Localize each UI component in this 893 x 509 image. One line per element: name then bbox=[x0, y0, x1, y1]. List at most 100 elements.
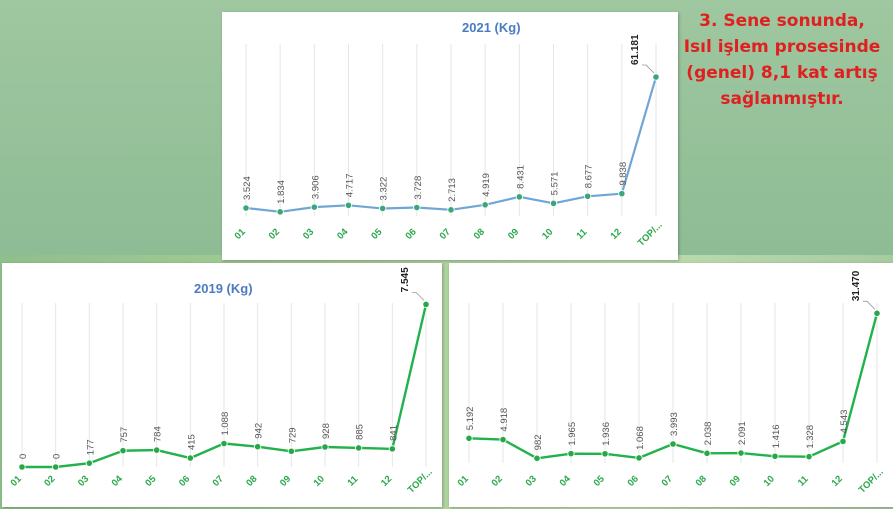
x-tick-label: 07 bbox=[660, 474, 675, 489]
data-point bbox=[567, 450, 575, 458]
data-label: 0 bbox=[52, 454, 63, 459]
line-chart-2019: 001002177037570478405415061.088079420872… bbox=[9, 267, 435, 496]
data-label: 885 bbox=[355, 424, 366, 440]
headline-line-2: Isıl işlem prosesinde bbox=[683, 37, 881, 57]
line-chart-third: 5.192 01 4.918 02 982 03 1.965 04 1.936 05 1.068 06… bbox=[456, 270, 886, 496]
x-tick-label: 09 bbox=[728, 474, 743, 489]
data-label: 3.906 bbox=[310, 175, 321, 199]
x-tick-label: 10 bbox=[540, 227, 555, 242]
data-label: 5.192 bbox=[465, 407, 476, 431]
data-point bbox=[515, 193, 523, 201]
data-point bbox=[413, 203, 421, 212]
x-tick-label: 03 bbox=[301, 227, 316, 242]
data-label: 2.713 bbox=[447, 178, 458, 202]
x-tick-label: 07 bbox=[438, 227, 453, 242]
data-point bbox=[52, 463, 60, 471]
x-tick-label: 04 bbox=[558, 473, 574, 489]
leader-line bbox=[642, 64, 655, 74]
data-point bbox=[447, 206, 455, 214]
data-point bbox=[186, 454, 194, 462]
data-point bbox=[119, 447, 127, 455]
chart-title-2021: 2021 (Kg) bbox=[462, 20, 521, 35]
x-tick-label: 07 bbox=[211, 474, 226, 489]
data-point bbox=[85, 459, 93, 467]
x-tick-label: TOP/... bbox=[406, 467, 435, 496]
data-label: 31.470 bbox=[851, 270, 862, 301]
x-tick-label: 06 bbox=[177, 474, 192, 489]
data-label: 3.993 bbox=[669, 412, 680, 436]
data-point bbox=[379, 204, 387, 213]
data-label: 4.543 bbox=[839, 410, 850, 434]
headline-line-4: sağlanmıştır. bbox=[720, 89, 844, 109]
data-point bbox=[276, 208, 284, 216]
data-point bbox=[839, 437, 847, 445]
data-label: 1.834 bbox=[276, 180, 287, 204]
x-tick-label: 08 bbox=[244, 474, 259, 489]
x-tick-label: 01 bbox=[233, 226, 249, 242]
line-chart-2021: 3.524 01 1.834 02 3.906 03 4.717 04 3.322 05 3.728… bbox=[233, 34, 665, 249]
data-point bbox=[601, 450, 609, 458]
data-point bbox=[388, 445, 396, 453]
data-point bbox=[355, 444, 363, 452]
data-label: 729 bbox=[287, 427, 298, 443]
data-point bbox=[669, 440, 677, 448]
data-point bbox=[584, 192, 592, 200]
data-label: 61.181 bbox=[630, 34, 641, 65]
data-point bbox=[422, 300, 430, 308]
data-label: 3.728 bbox=[413, 176, 424, 200]
data-point bbox=[703, 449, 711, 457]
leader-line bbox=[412, 291, 425, 301]
data-label: 784 bbox=[153, 426, 164, 442]
data-label: 1.088 bbox=[220, 412, 231, 436]
chart-panel-2021: 2021 (Kg) 3.524 01 1.834 02 3.906 03 4.717 04 3.… bbox=[222, 12, 678, 260]
x-tick-label: 01 bbox=[9, 473, 25, 489]
x-tick-label: 12 bbox=[379, 474, 394, 489]
x-tick-label: 11 bbox=[574, 226, 589, 241]
x-tick-label: 01 bbox=[456, 473, 472, 489]
data-point bbox=[635, 454, 643, 462]
x-tick-label: 10 bbox=[312, 474, 327, 489]
x-tick-label: 03 bbox=[76, 474, 91, 489]
x-tick-label: 03 bbox=[524, 474, 539, 489]
data-point bbox=[465, 434, 473, 442]
data-point bbox=[771, 452, 779, 460]
x-tick-label: 05 bbox=[369, 226, 385, 242]
x-tick-label: 04 bbox=[335, 226, 351, 242]
data-point bbox=[549, 199, 558, 207]
x-tick-label: TOP/... bbox=[636, 220, 665, 249]
data-label: 1.328 bbox=[805, 425, 816, 449]
x-tick-label: 05 bbox=[592, 473, 608, 489]
data-point bbox=[344, 201, 353, 209]
data-point bbox=[254, 443, 262, 451]
data-label: 3.322 bbox=[379, 177, 390, 201]
x-tick-label: 05 bbox=[143, 473, 159, 489]
chart-title-2019: 2019 (Kg) bbox=[194, 281, 253, 296]
x-tick-label: 02 bbox=[267, 227, 282, 242]
data-point bbox=[499, 436, 507, 444]
data-label: 415 bbox=[186, 434, 197, 450]
x-tick-label: 11 bbox=[796, 473, 811, 488]
x-tick-label: TOP/... bbox=[857, 467, 886, 496]
data-point bbox=[321, 443, 329, 451]
data-point bbox=[805, 453, 813, 461]
data-label: 982 bbox=[533, 434, 544, 450]
x-tick-label: 02 bbox=[42, 474, 57, 489]
data-point bbox=[652, 73, 660, 81]
data-point bbox=[481, 201, 489, 209]
data-point bbox=[220, 439, 228, 448]
x-tick-label: 11 bbox=[345, 473, 360, 488]
data-label: 8.677 bbox=[584, 165, 595, 189]
data-label: 1.068 bbox=[635, 426, 646, 450]
data-label: 9.838 bbox=[618, 162, 629, 186]
data-label: 3.524 bbox=[242, 176, 253, 200]
data-label: 7.545 bbox=[400, 267, 411, 292]
x-tick-label: 09 bbox=[278, 474, 293, 489]
data-label: 4.918 bbox=[499, 408, 510, 432]
data-label: 1.416 bbox=[771, 424, 782, 448]
data-point bbox=[873, 309, 881, 317]
data-label: 942 bbox=[254, 423, 265, 439]
data-label: 1.936 bbox=[601, 422, 612, 446]
data-label: 757 bbox=[119, 427, 130, 443]
leader-line bbox=[863, 300, 876, 310]
data-label: 2.038 bbox=[703, 422, 714, 446]
